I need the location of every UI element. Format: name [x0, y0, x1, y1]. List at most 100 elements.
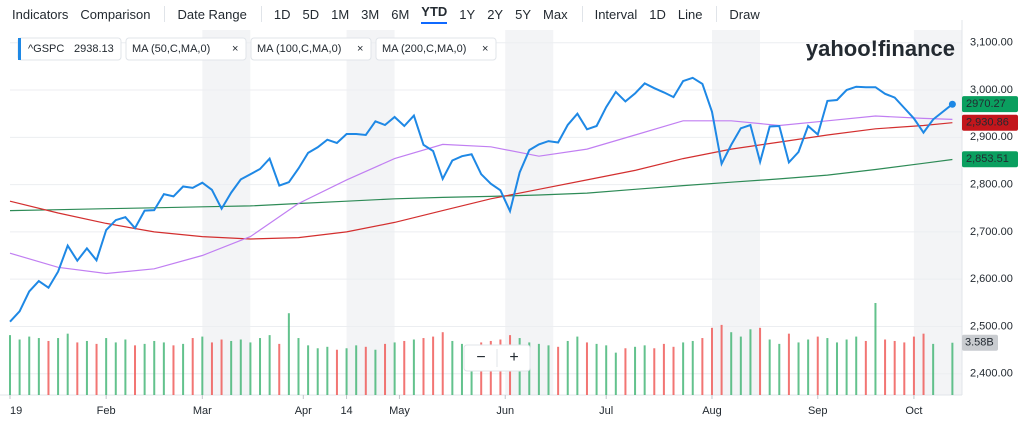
legend-value: 2938.13 — [74, 43, 114, 55]
volume-bar — [605, 345, 608, 395]
toolbar-button[interactable]: 1M — [331, 6, 350, 22]
chip-box — [250, 37, 372, 61]
x-tick-label: Jul — [599, 405, 613, 417]
volume-bar — [307, 345, 310, 395]
volume-bar — [220, 339, 223, 395]
legend-label: MA (200,C,MA,0) — [382, 43, 466, 55]
month-band — [505, 30, 554, 395]
chip-close[interactable]: × — [357, 43, 363, 55]
volume-bar — [105, 338, 108, 395]
volume-bar — [730, 332, 733, 395]
volume-bar — [143, 343, 146, 395]
volume-bar — [537, 343, 540, 395]
volume-bar — [759, 327, 762, 395]
series-line — [9, 76, 954, 323]
volume-bar — [326, 346, 329, 395]
zoom-button[interactable]: + — [509, 349, 518, 366]
volume-bar — [374, 349, 377, 395]
series-line — [9, 158, 953, 212]
toolbar-button[interactable]: Comparison — [80, 6, 151, 22]
separator — [716, 6, 718, 22]
volume-bar — [912, 336, 915, 395]
month-band — [202, 30, 251, 395]
x-tick-label: Apr — [295, 405, 312, 417]
legend-chip: MA (100,C,MA,0) × — [250, 37, 372, 61]
separator — [260, 6, 262, 22]
volume-bar — [57, 338, 60, 395]
volume-bar — [47, 340, 50, 395]
logo: yahoo!finance — [806, 36, 955, 61]
volume-bar — [66, 333, 69, 395]
volume-bar — [162, 342, 165, 395]
volume-bar — [739, 336, 742, 395]
toolbar-button[interactable]: 5Y — [515, 6, 532, 22]
volume-bar — [547, 345, 550, 395]
toolbar-button[interactable]: 1Y — [459, 6, 476, 22]
zoom-button[interactable]: − — [476, 349, 485, 366]
volume-bar — [691, 340, 694, 395]
month-band — [346, 30, 395, 395]
volume-bar — [576, 336, 579, 395]
legend-label: ^GSPC — [28, 43, 64, 55]
toolbar-button[interactable]: YTD — [421, 4, 448, 24]
volume-bar — [557, 346, 560, 395]
toolbar: Indicators Comparison Date Range 1D 5D 1M 3M 6M… — [0, 0, 1024, 28]
toolbar-button[interactable]: Interval — [594, 6, 638, 22]
toolbar-button[interactable]: 1D — [649, 6, 666, 22]
volume-bar — [85, 340, 88, 395]
series-line — [9, 122, 953, 240]
chip-box — [125, 37, 247, 61]
toolbar-button[interactable]: Line — [677, 6, 703, 22]
toolbar-button[interactable]: 3M — [361, 6, 380, 22]
volume-bar — [903, 342, 906, 395]
y-tick-label: 3,000.00 — [970, 84, 1013, 96]
volume-bar — [124, 339, 127, 395]
price-tag — [962, 114, 1018, 131]
volume-bar — [76, 342, 79, 395]
volume-bar — [441, 332, 444, 395]
toolbar-button[interactable]: Indicators — [12, 6, 69, 22]
volume-bar — [710, 327, 713, 395]
volume-bar — [614, 352, 617, 395]
toolbar-button[interactable]: Draw — [729, 6, 760, 22]
month-band — [913, 30, 962, 395]
volume-bar — [864, 340, 867, 395]
legend-label: MA (100,C,MA,0) — [257, 43, 341, 55]
x-tick-label: Mar — [193, 405, 212, 417]
volume-bar — [653, 348, 656, 395]
volume-bar — [826, 338, 829, 395]
volume-bar — [95, 343, 98, 395]
y-tick-label: 3,100.00 — [970, 37, 1013, 49]
toolbar-button[interactable]: Max — [543, 6, 568, 22]
chip-close[interactable]: × — [232, 43, 238, 55]
series-line — [9, 115, 953, 275]
volume-bar — [595, 343, 598, 395]
volume-bar — [932, 343, 935, 395]
legend-chip: ^GSPC 2938.13 — [17, 37, 122, 61]
volume-bar — [249, 342, 252, 395]
toolbar-button[interactable]: 1D — [273, 6, 291, 22]
volume-bar — [835, 342, 838, 395]
x-tick-label: 14 — [340, 405, 352, 417]
toolbar-button[interactable]: 2Y — [487, 6, 504, 22]
volume-bar — [287, 313, 290, 395]
x-tick-label: Oct — [905, 405, 922, 417]
price-tag-label: 2,930.86 — [966, 117, 1009, 129]
volume-bar — [153, 340, 156, 395]
separator — [164, 6, 166, 22]
volume-bar — [403, 340, 406, 395]
toolbar-button[interactable]: 6M — [391, 6, 410, 22]
price-tag-label: 2970.27 — [966, 98, 1006, 110]
volume-bar — [345, 348, 348, 395]
toolbar-button[interactable]: Date Range — [177, 6, 247, 22]
volume-bar — [230, 340, 233, 395]
volume-bar — [451, 340, 454, 395]
toolbar-button[interactable]: 5D — [302, 6, 320, 22]
x-tick-label: Jun — [496, 405, 514, 417]
volume-bar — [268, 335, 271, 395]
volume-bar — [364, 346, 367, 395]
volume-bar — [28, 336, 31, 395]
x-tick-label: Aug — [702, 405, 722, 417]
chip-close[interactable]: × — [482, 43, 488, 55]
